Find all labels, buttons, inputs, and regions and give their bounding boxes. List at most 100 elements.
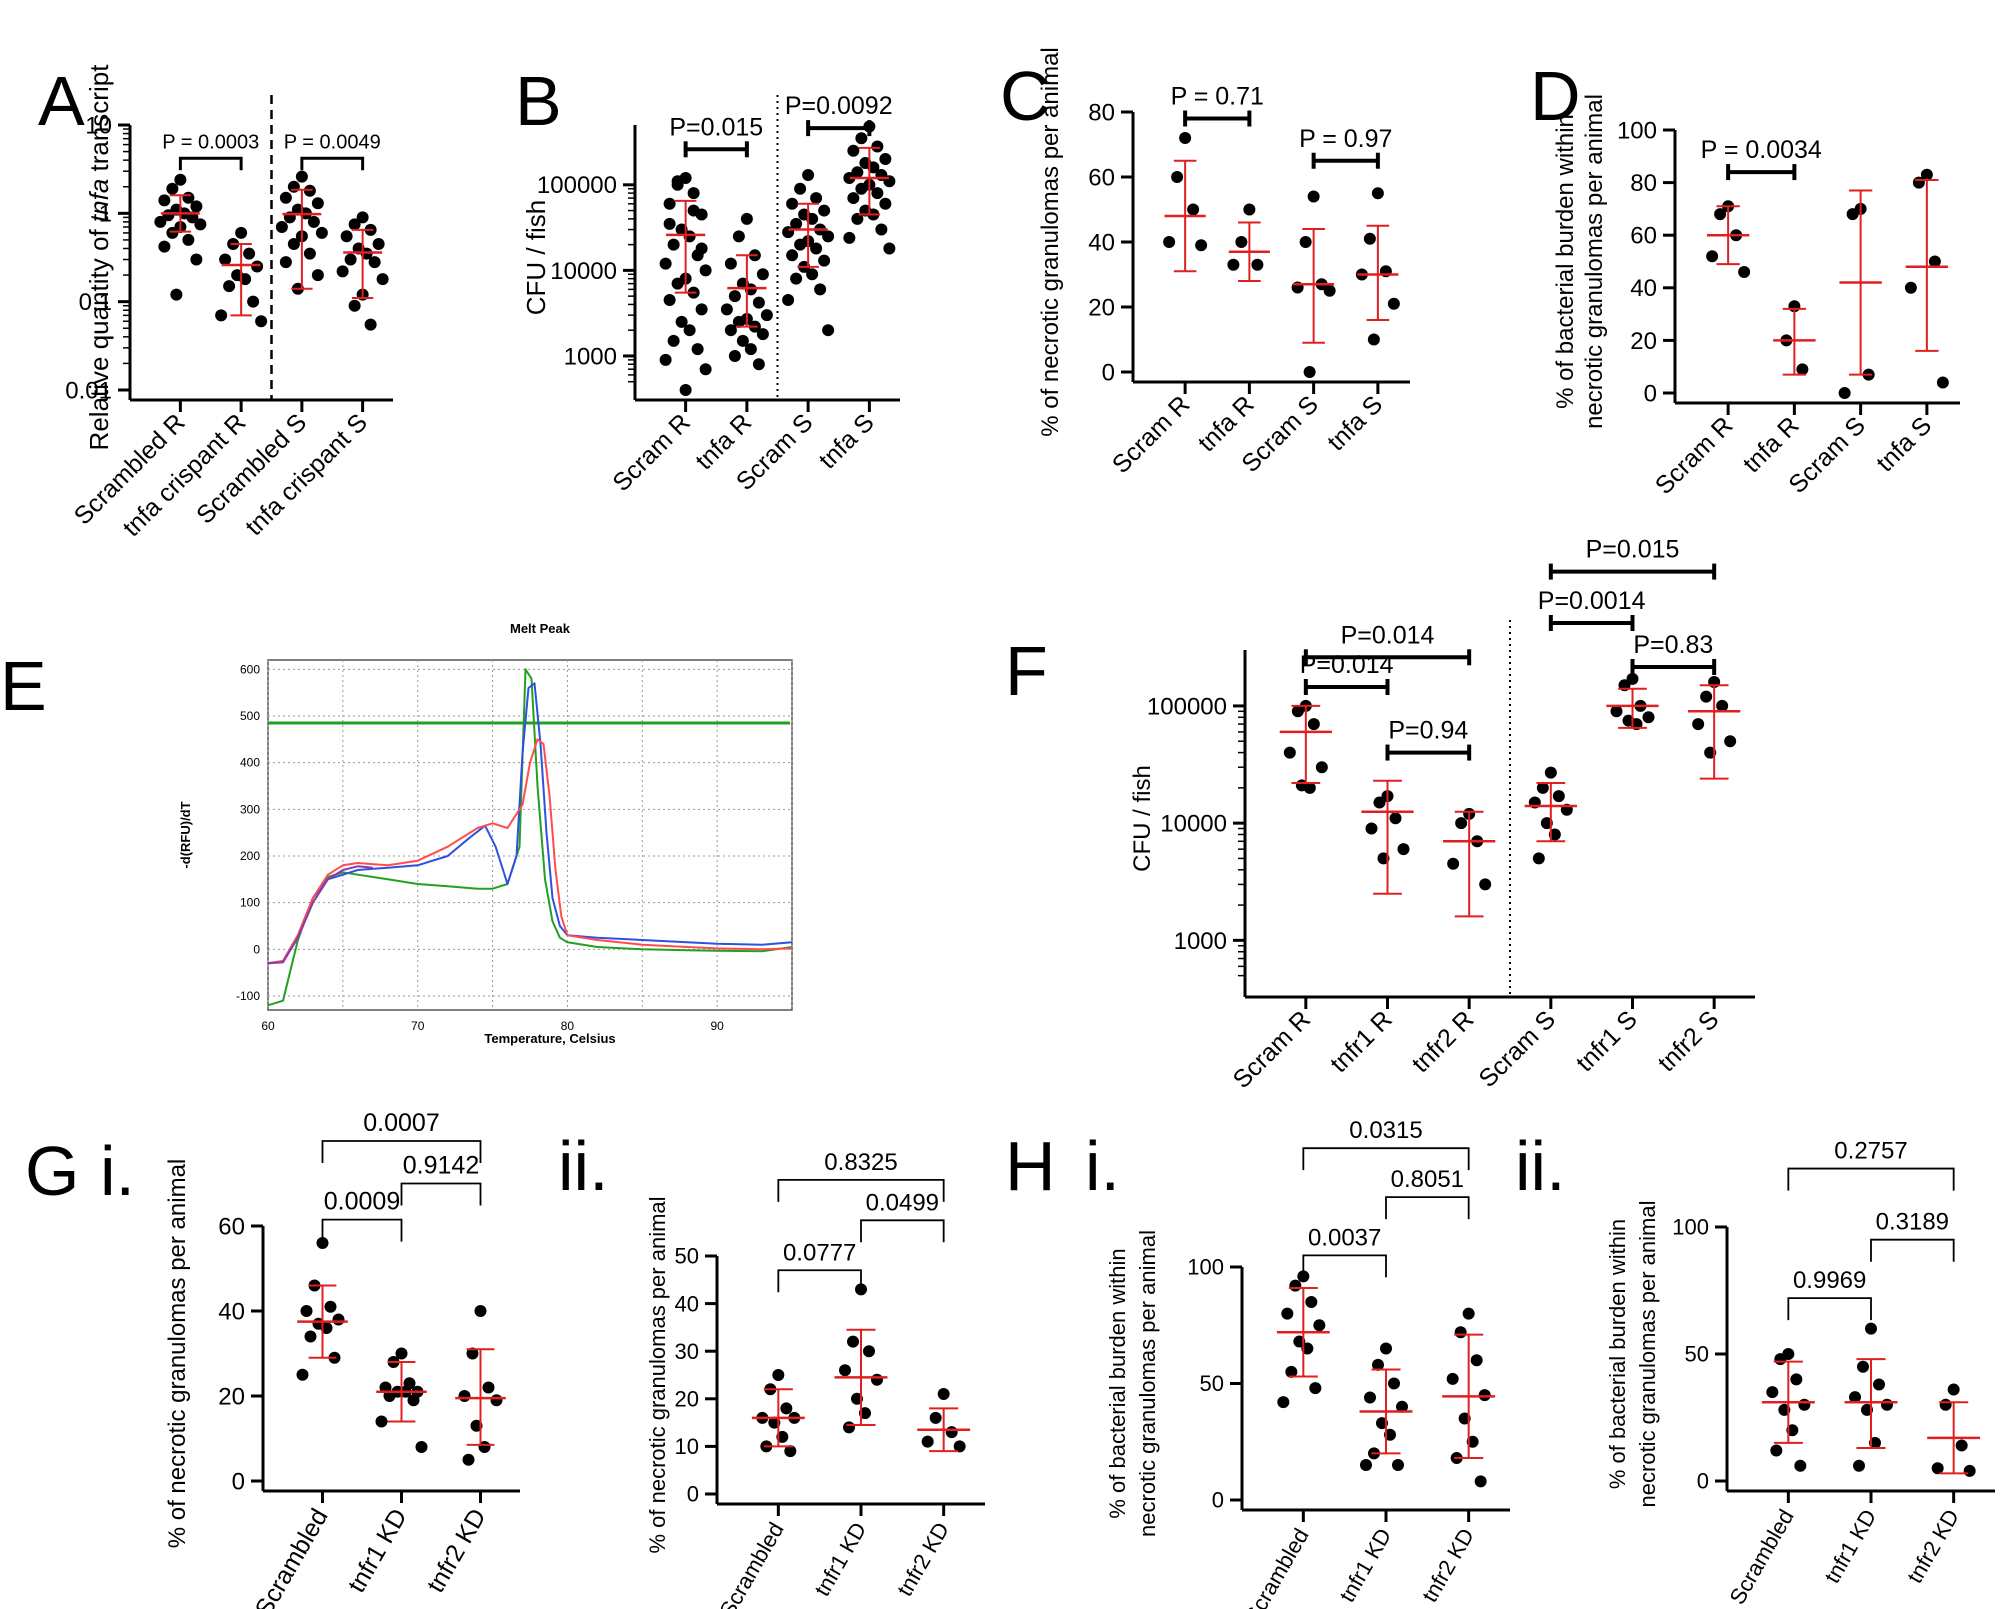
panel-sublabel-Hii: ii.: [1515, 1127, 1566, 1205]
data-point: [1305, 1295, 1318, 1308]
data-point: [194, 218, 207, 231]
data-point: [324, 1300, 337, 1313]
y-tick-label: 100000: [537, 172, 617, 199]
y-tick-label: 30: [675, 1339, 699, 1364]
data-point: [458, 1390, 471, 1402]
data-point: [659, 257, 672, 270]
data-point: [1849, 1391, 1861, 1404]
data-point: [1873, 1378, 1885, 1391]
y-axis-label: CFU / fish: [521, 200, 551, 316]
data-point: [822, 324, 835, 337]
data-point: [782, 226, 795, 239]
significance-bracket: [860, 1219, 945, 1243]
data-point: [794, 182, 807, 195]
data-point: [311, 269, 324, 282]
data-point: [1700, 690, 1713, 703]
data-point: [166, 182, 179, 195]
x-tick-label: 70: [411, 1019, 425, 1033]
data-point: [1281, 1307, 1294, 1320]
data-point: [695, 303, 708, 316]
data-point: [474, 1305, 487, 1317]
p-value-label: P = 0.0003: [162, 131, 259, 153]
x-tick-label: tnfa S: [814, 408, 880, 474]
data-point: [348, 218, 361, 231]
data-point: [756, 268, 769, 281]
y-tick-label: 20: [1088, 294, 1115, 321]
data-point: [879, 197, 892, 210]
data-point: [1307, 190, 1320, 203]
panel-D: D 100 80 60 40 20 0 % of bacterial burden withi…: [1530, 57, 1960, 500]
y-tick-label: 400: [240, 756, 260, 770]
panel-label-A: A: [38, 62, 85, 140]
y-tick-label: 40: [675, 1291, 699, 1316]
significance-bracket: [1385, 1196, 1470, 1220]
data-point: [724, 324, 737, 337]
data-point: [1387, 297, 1400, 310]
data-point: [1714, 208, 1727, 221]
data-point: [794, 238, 807, 251]
significance-bracket: [321, 1218, 403, 1242]
panel-sublabel-Gii: ii.: [558, 1127, 609, 1205]
melt-curve-red: [267, 738, 793, 965]
data-point: [1392, 1459, 1404, 1472]
data-point: [667, 334, 680, 347]
p-value-label: 0.2757: [1834, 1138, 1907, 1165]
y-tick-label: 1000: [564, 343, 617, 370]
melt-curve-purple: [267, 865, 373, 965]
significance-bracket: [178, 156, 243, 171]
panel-label-E: E: [0, 647, 47, 725]
data-point: [1251, 258, 1264, 271]
y-tick-label: 0: [253, 942, 260, 956]
y-tick-label: 0.1: [79, 289, 112, 316]
x-tick-label: tnfr2 KD: [1417, 1524, 1479, 1606]
x-tick-label: tnfa S: [1871, 411, 1937, 477]
y-tick-label: 600: [240, 662, 260, 676]
data-point: [182, 233, 195, 246]
x-tick-label: Scram S: [1473, 1005, 1561, 1093]
data-point: [158, 240, 171, 253]
data-point: [1955, 1439, 1968, 1452]
panel-label-D: D: [1530, 57, 1581, 135]
y-axis-label: necrotic granulomas per animal: [1635, 1201, 1660, 1508]
data-point: [663, 197, 676, 210]
data-point: [376, 273, 389, 286]
data-point: [760, 309, 773, 322]
y-tick-label: 0: [1644, 380, 1657, 407]
data-point: [1291, 705, 1304, 718]
data-point: [1853, 1459, 1865, 1472]
y-tick-label: 0: [1697, 1469, 1709, 1494]
p-value-label: P=0.0092: [785, 92, 893, 120]
data-point: [663, 294, 676, 307]
panel-label-C: C: [1000, 57, 1051, 135]
data-point: [847, 1335, 859, 1348]
data-point: [174, 173, 187, 186]
data-point: [790, 217, 803, 230]
data-point: [667, 238, 680, 251]
y-tick-label: 100: [1617, 117, 1657, 144]
data-point: [490, 1394, 503, 1407]
data-point: [1724, 735, 1737, 748]
data-point: [1388, 1377, 1400, 1390]
y-tick-label: 40: [218, 1298, 245, 1325]
y-tick-label: 200: [240, 849, 260, 863]
p-value-label: P = 0.97: [1299, 125, 1392, 153]
data-point: [945, 1426, 958, 1439]
data-point: [395, 1347, 408, 1360]
y-tick-label: 10000: [1160, 811, 1227, 838]
data-point: [1303, 781, 1316, 794]
data-point: [1380, 1342, 1392, 1355]
p-value-label: P = 0.71: [1171, 83, 1264, 111]
plot-frame: [267, 659, 793, 1011]
p-value-label: 0.9969: [1793, 1267, 1866, 1294]
data-point: [158, 194, 171, 207]
y-tick-label: 80: [1630, 170, 1657, 197]
x-tick-label: 90: [710, 1019, 724, 1033]
data-point: [736, 334, 749, 347]
x-tick-label: 60: [261, 1019, 275, 1033]
data-point: [814, 283, 827, 296]
data-point: [1798, 1398, 1811, 1411]
data-point: [1610, 705, 1623, 718]
data-point: [1766, 1386, 1779, 1399]
y-tick-label: 100: [1672, 1215, 1709, 1240]
